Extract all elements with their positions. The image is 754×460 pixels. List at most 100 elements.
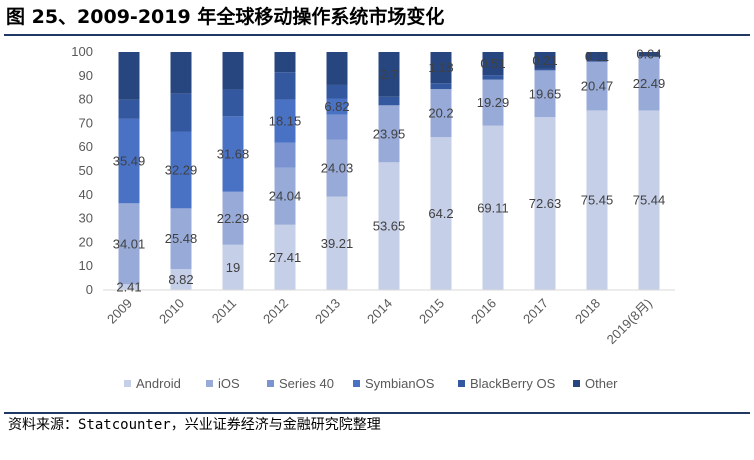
y-tick-label: 30 (79, 211, 93, 226)
y-tick-label: 40 (79, 187, 93, 202)
source-note: 资料来源：Statcounter，兴业证券经济与金融研究院整理 (8, 417, 381, 433)
data-label-symbianos: 35.49 (113, 154, 146, 169)
stacked-bar-chart: 0 10 20 30 40 50 60 70 80 90 100 2.41 34.01 35.49 8.8… (71, 44, 675, 391)
legend-swatch (353, 380, 360, 387)
legend-label: SymbianOS (365, 376, 435, 391)
bar-segment-other (222, 52, 244, 90)
bar-segment-ios (482, 79, 504, 126)
data-label-android: 2.41 (116, 280, 141, 295)
legend-swatch (206, 380, 213, 387)
bar-segment-android (222, 244, 244, 290)
data-label-android: 53.65 (373, 219, 406, 234)
bar-segment-ios (326, 139, 348, 197)
x-tick-label: 2015 (416, 296, 447, 327)
bar-segment-blackberry-os (638, 56, 660, 57)
bar-segment-blackberry-os (274, 72, 296, 100)
bar-segment-other (586, 52, 608, 61)
bar-segment-symbianos (222, 116, 244, 192)
data-label-android: 27.41 (269, 250, 302, 265)
legend-label: iOS (218, 376, 240, 391)
data-label-android: 19 (226, 260, 240, 275)
bar-segment-android (274, 224, 296, 290)
x-tick-label: 2013 (312, 296, 343, 327)
x-axis: 2009 2010 2011 2012 2013 2014 2015 2016 2017 2018… (104, 296, 655, 347)
bar-segment-ios (638, 56, 660, 111)
bar-segment-other (326, 52, 348, 85)
legend-label: Series 40 (279, 376, 334, 391)
bar-segment-ios (274, 167, 296, 225)
bar-segment-symbianos (118, 118, 140, 204)
legend-swatch (573, 380, 580, 387)
x-tick-label: 2012 (260, 296, 291, 327)
y-tick-label: 20 (79, 234, 93, 249)
x-tick-label: 2017 (520, 296, 551, 327)
data-label-ios: 23.95 (373, 126, 406, 141)
x-tick-label: 2009 (104, 296, 135, 327)
data-label-ios: 24.03 (321, 161, 354, 176)
data-label-other: 0.21 (532, 53, 557, 68)
y-tick-label: 90 (79, 68, 93, 83)
bar-segment-series-40 (274, 142, 296, 168)
bar-segment-other (274, 52, 296, 73)
legend-item-other: Other (573, 376, 618, 391)
x-tick-label: 2011 (209, 296, 239, 326)
bar-segment-android (326, 196, 348, 290)
bar-segment-ios (118, 203, 140, 285)
page-title: 图 25、2009-2019 年全球移动操作系统市场变化 (6, 6, 445, 28)
data-label-ios: 24.04 (269, 189, 302, 204)
data-label-ios: 20.2 (428, 106, 453, 121)
bar-segment-blackberry-os (170, 93, 192, 132)
bar-segment-symbianos (274, 99, 296, 143)
legend-label: BlackBerry OS (470, 376, 556, 391)
data-label-symbianos: 6.82 (324, 99, 349, 114)
y-tick-label: 70 (79, 115, 93, 130)
y-tick-label: 0 (86, 282, 93, 297)
bar-segment-ios (222, 191, 244, 245)
bar-segment-ios (430, 89, 452, 138)
data-label-ios: 19.65 (529, 86, 562, 101)
bar-segment-blackberry-os (534, 68, 556, 71)
data-label-ios: 22.29 (217, 211, 250, 226)
data-label-symbianos: 18.15 (269, 114, 302, 129)
legend-swatch (267, 380, 274, 387)
legend-item-ios: iOS (206, 376, 240, 391)
y-tick-label: 100 (71, 44, 93, 59)
legend-item-series-40: Series 40 (267, 376, 334, 391)
bar-segment-blackberry-os (378, 96, 400, 106)
y-tick-label: 50 (79, 163, 93, 178)
x-tick-label: 2010 (156, 296, 187, 327)
data-label-android: 8.82 (168, 272, 193, 287)
data-label-ios: 19.29 (477, 95, 510, 110)
bar-segment-blackberry-os (430, 83, 452, 90)
bar-segment-ios (170, 208, 192, 270)
bar-segment-android (638, 110, 660, 291)
legend-swatch (458, 380, 465, 387)
bar-segment-other (638, 52, 660, 57)
bar-segment-ios (378, 105, 400, 163)
x-tick-label: 2019(8月) (604, 296, 655, 347)
data-label-ios: 20.47 (581, 79, 614, 94)
bar-segment-ios (586, 61, 608, 111)
data-label-symbianos: 32.29 (165, 162, 198, 177)
y-tick-label: 10 (79, 258, 93, 273)
y-tick-label: 80 (79, 92, 93, 107)
data-label-group: 2.41 34.01 35.49 8.82 25.48 32.29 19 22.29 31.68… (113, 47, 666, 295)
bar-segment-android (430, 137, 452, 290)
bar-segment-android (378, 162, 400, 290)
x-tick-label: 2014 (364, 296, 395, 327)
bar-segment-other (378, 52, 400, 97)
title-divider (4, 34, 750, 36)
data-label-ios: 25.48 (165, 231, 198, 246)
data-label-other: 0.04 (636, 47, 661, 62)
data-label-other: 1.18 (428, 60, 453, 75)
data-label-ios: 34.01 (113, 236, 146, 251)
y-axis: 0 10 20 30 40 50 60 70 80 90 100 (71, 44, 93, 297)
data-label-symbianos: 31.68 (217, 147, 250, 162)
chart-legend: Android iOS Series 40 SymbianOS BlackBerry O… (124, 376, 618, 391)
bar-series-group (118, 52, 660, 291)
data-label-android: 72.63 (529, 196, 562, 211)
data-label-android: 75.44 (633, 193, 666, 208)
bar-segment-ios (534, 70, 556, 118)
legend-label: Other (585, 376, 618, 391)
bar-segment-blackberry-os (482, 75, 504, 80)
